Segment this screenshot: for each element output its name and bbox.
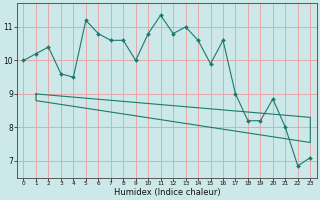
X-axis label: Humidex (Indice chaleur): Humidex (Indice chaleur) [114, 188, 220, 197]
